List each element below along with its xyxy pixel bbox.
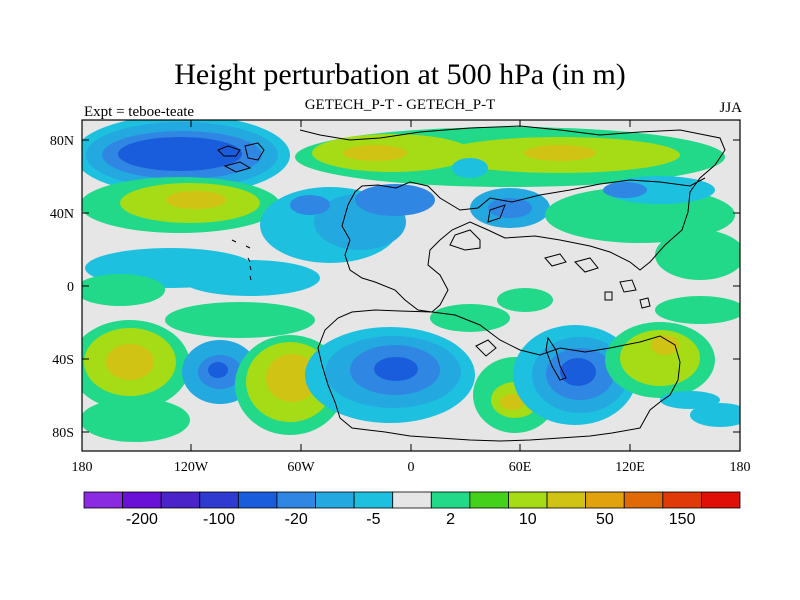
colorbar-swatch [508, 491, 548, 509]
plot-title: Height perturbation at 500 hPa (in m) [174, 58, 626, 91]
season-label: JJA [719, 100, 742, 116]
axis-ticks [81, 120, 741, 451]
colorbar-swatch [160, 491, 201, 509]
colorbar-label: -20 [285, 511, 308, 528]
colorbar-swatch [276, 491, 316, 509]
colorbar-swatch [122, 491, 162, 509]
colorbar-swatch [392, 491, 432, 509]
colorbar-swatch [83, 491, 123, 509]
longitude-labels: 180 120W 60W 0 60E 120E 180 [72, 460, 751, 475]
colorbar [83, 491, 741, 509]
lat-label-0: 0 [67, 280, 74, 295]
lon-label-120w: 120W [174, 460, 209, 475]
colorbar-swatch [623, 491, 664, 509]
coastline-western-dots [231, 239, 252, 281]
colorbar-label: 10 [519, 511, 537, 528]
lon-label-0: 0 [408, 460, 415, 475]
colorbar-swatch [430, 491, 471, 509]
colorbar-label: 2 [446, 511, 455, 528]
colorbar-swatch [701, 491, 741, 509]
colorbar-label: 150 [669, 511, 696, 528]
colorbar-swatch [585, 491, 625, 509]
lat-label-40n: 40N [50, 207, 74, 222]
lat-label-80n: 80N [50, 134, 74, 149]
colorbar-label: -100 [203, 511, 235, 528]
lat-label-40s: 40S [52, 353, 74, 368]
colorbar-label: 50 [596, 511, 614, 528]
colorbar-swatch [237, 491, 278, 509]
north-midlat-features [82, 176, 735, 263]
contour-field [82, 120, 740, 451]
colorbar-swatch [469, 491, 509, 509]
colorbar-label: -5 [366, 511, 380, 528]
colorbar-swatch [199, 491, 239, 509]
coastline-islands-east [544, 253, 651, 309]
coastline-arctic-islands [217, 142, 265, 173]
coastline-gulf [449, 204, 506, 251]
colorbar-swatch [315, 491, 355, 509]
latitude-labels: 80N 40N 0 40S 80S [50, 134, 74, 441]
colorbar-swatch [353, 491, 394, 509]
colorbar-label: -200 [126, 511, 158, 528]
south-midlat-band [82, 320, 740, 442]
colorbar-labels: -200 -100 -20 -5 2 10 50 150 [126, 511, 696, 528]
experiment-label: Expt = teboe-teate [84, 104, 195, 120]
lon-label-60w: 60W [287, 460, 315, 475]
coastlines [217, 125, 726, 442]
lon-label-120e: 120E [615, 460, 645, 475]
north-polar-band [82, 120, 725, 195]
coastline-south-continent [317, 309, 681, 442]
lon-label-60e: 60E [509, 460, 532, 475]
coastline-southern-ocean [475, 336, 567, 381]
lon-label-180e: 180 [730, 460, 751, 475]
coastline-north-continent [299, 125, 726, 313]
lat-label-80s: 80S [52, 426, 74, 441]
colorbar-swatch [546, 491, 587, 509]
model-label: GETECH_P-T - GETECH_P-T [304, 97, 496, 113]
colorbar-swatch [662, 491, 702, 509]
lon-label-180w: 180 [72, 460, 93, 475]
